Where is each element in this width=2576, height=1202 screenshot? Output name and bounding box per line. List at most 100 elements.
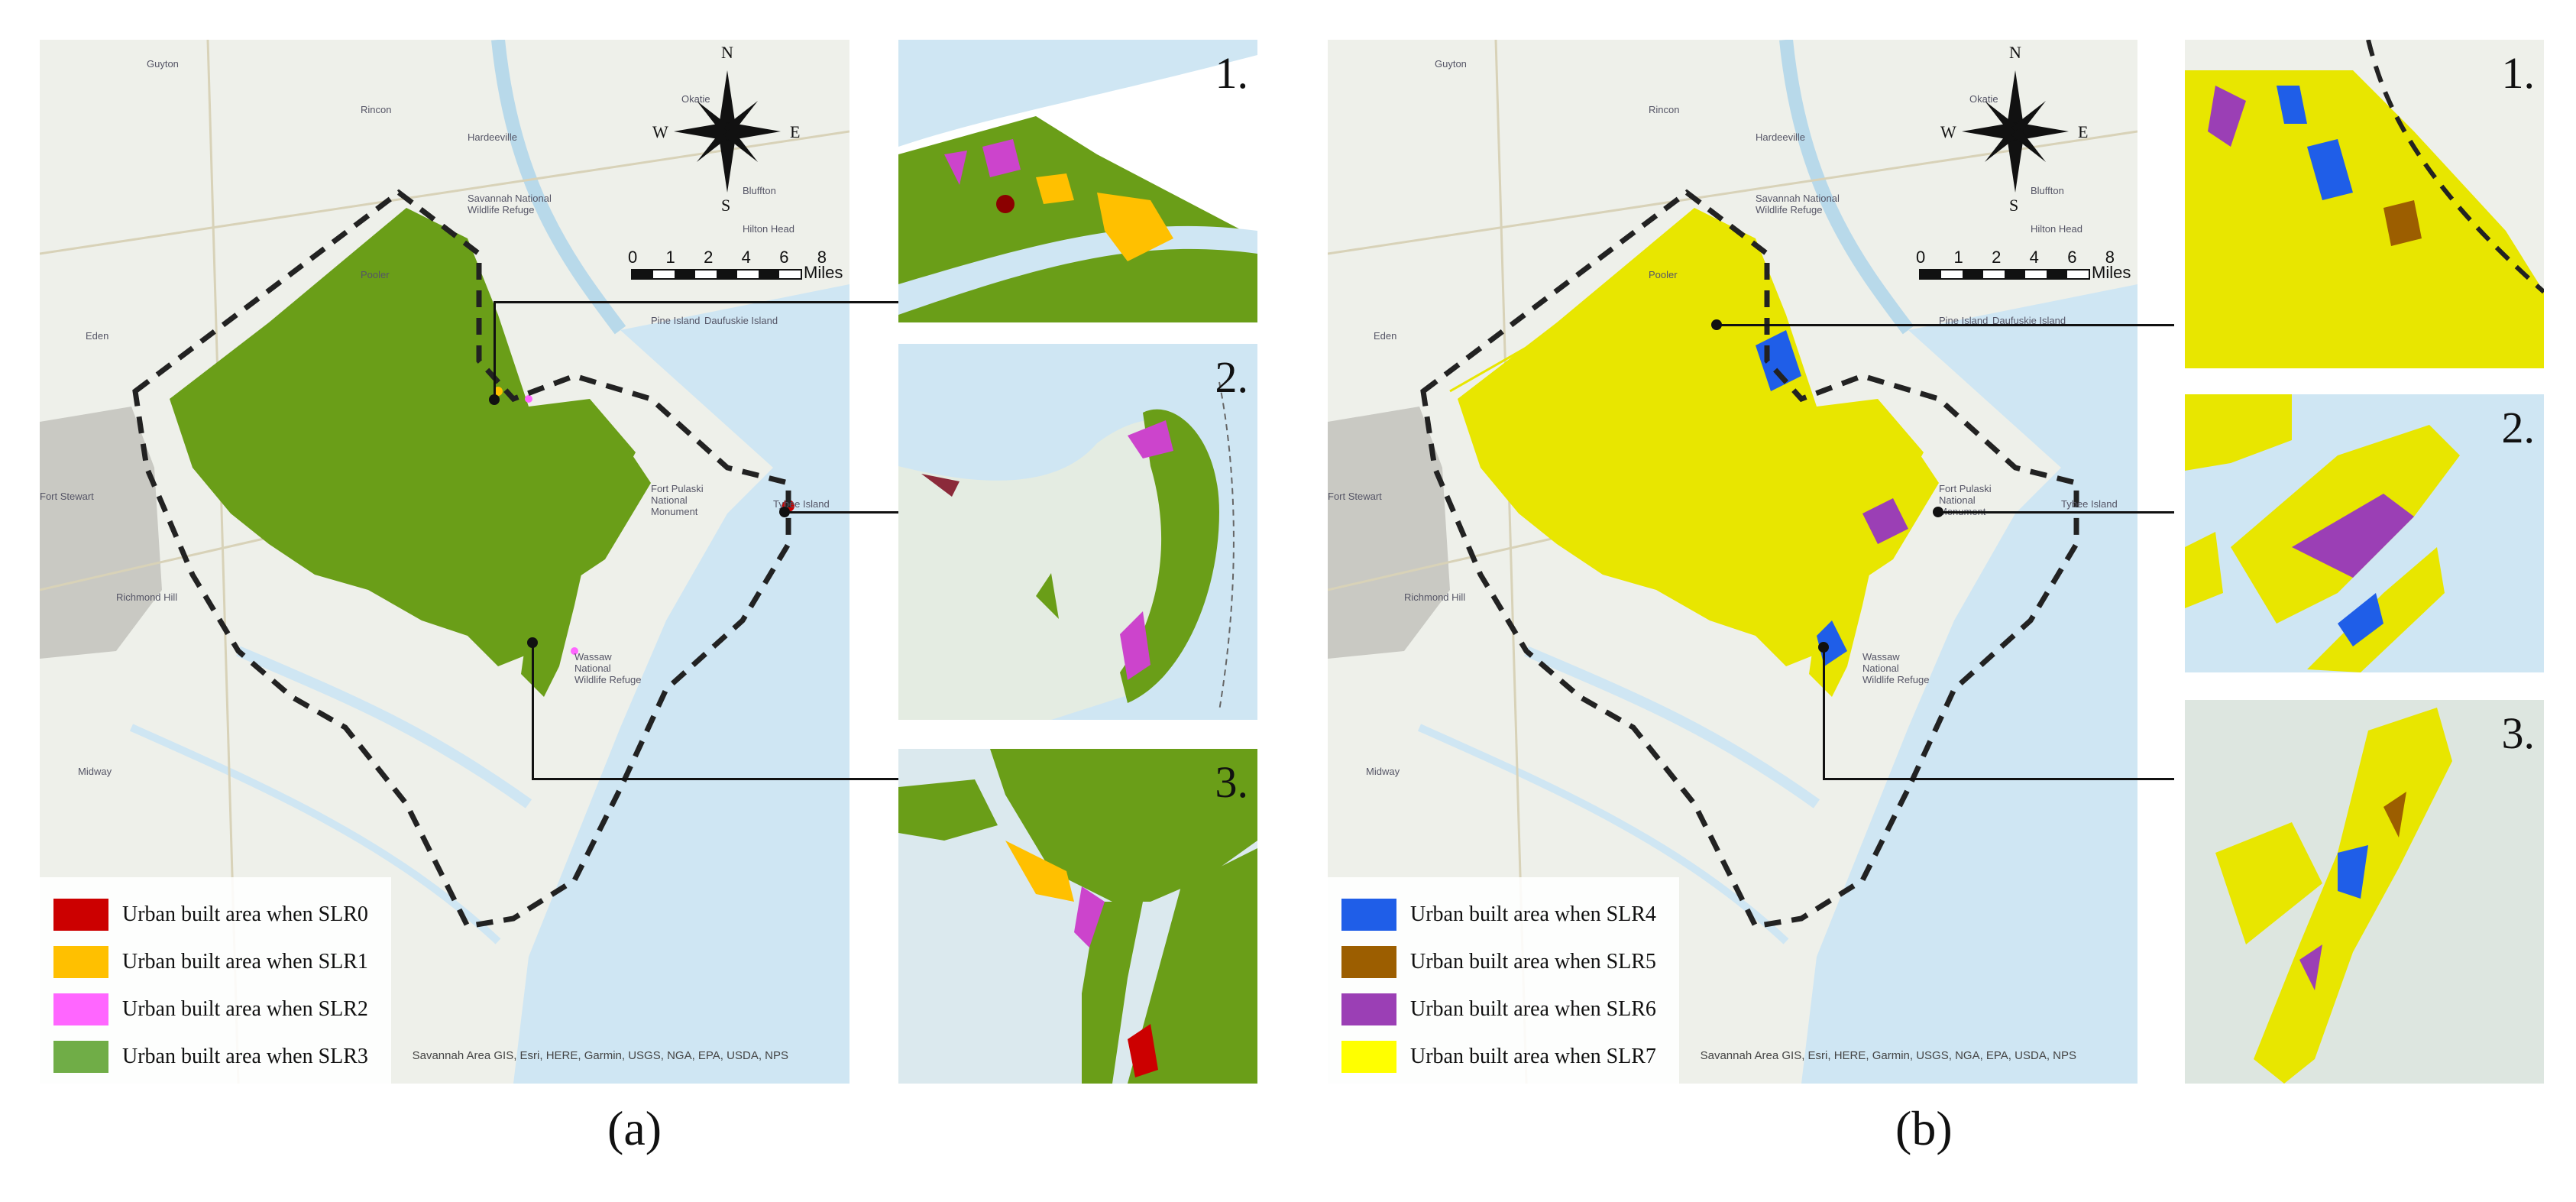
compass-n-label: N	[2009, 43, 2021, 62]
inset-b-2: 2.	[2185, 394, 2544, 672]
panel-caption-a: (a)	[607, 1101, 662, 1155]
inset-map	[2185, 40, 2544, 368]
legend-label: Urban built area when SLR3	[122, 1045, 368, 1068]
legend-item: Urban built area when SLR3	[53, 1033, 391, 1081]
place-label: Richmond Hill	[116, 591, 178, 603]
place-label: Hilton Head	[743, 223, 794, 235]
place-label: Tybee Island	[2061, 498, 2118, 510]
inset-map	[2185, 700, 2544, 1084]
legend-swatch	[53, 993, 108, 1025]
legend-item: Urban built area when SLR1	[53, 938, 391, 986]
scale-bar: 0 1 2 4 6 8 Miles	[628, 248, 849, 286]
place-label: Hardeeville	[1756, 131, 1806, 143]
place-label: Hilton Head	[2031, 223, 2082, 235]
place-label: Pooler	[361, 269, 390, 280]
legend-swatch	[1341, 946, 1396, 978]
inset-number: 2.	[2501, 403, 2536, 452]
inset-a-2: 2.	[898, 344, 1257, 720]
inset-map	[898, 344, 1257, 720]
place-label: Rincon	[361, 104, 392, 115]
legend-item: Urban built area when SLR0	[53, 891, 391, 938]
inset-a-1: 1.	[898, 40, 1257, 322]
place-label: Pine Island	[1939, 315, 1989, 326]
compass-n-label: N	[721, 43, 733, 62]
place-label: Guyton	[1435, 58, 1467, 70]
leader-line-2	[784, 511, 898, 514]
panel-b: N S W E 0 1 2 4 6 8 Miles Urban built ar…	[1288, 0, 2576, 1202]
place-label: Eden	[86, 330, 109, 342]
compass-s-label: S	[2009, 196, 2019, 215]
scale-tick: 1	[1953, 248, 1963, 267]
place-label: Okatie	[1969, 93, 1998, 105]
inset-map	[2185, 394, 2544, 672]
legend-a: Urban built area when SLR0 Urban built a…	[40, 877, 391, 1084]
leader-dot-3	[1818, 642, 1829, 653]
leader-line-1	[494, 301, 496, 399]
place-label: Okatie	[681, 93, 710, 105]
legend-label: Urban built area when SLR2	[122, 997, 368, 1021]
legend-swatch	[53, 946, 108, 978]
inset-number: 3.	[2501, 708, 2536, 758]
place-label: Fort Stewart	[40, 491, 94, 502]
compass-w-label: W	[652, 122, 668, 141]
compass-s-label: S	[721, 196, 731, 215]
place-label: Midway	[78, 766, 112, 777]
place-label: Fort Stewart	[1328, 491, 1382, 502]
legend-item: Urban built area when SLR7	[1341, 1033, 1679, 1081]
inset-number: 2.	[1215, 352, 1249, 402]
legend-swatch	[53, 899, 108, 931]
inset-a-3: 3.	[898, 749, 1257, 1084]
legend-item: Urban built area when SLR4	[1341, 891, 1679, 938]
leader-dot-1	[1711, 319, 1722, 330]
legend-label: Urban built area when SLR0	[122, 902, 368, 926]
north-arrow: N S W E	[1940, 43, 2088, 215]
leader-line-3	[532, 778, 898, 780]
leader-line-3	[532, 642, 534, 779]
place-label: Rincon	[1649, 104, 1680, 115]
place-label: Wassaw National Wildlife Refuge	[1862, 651, 1930, 685]
place-label: Savannah National Wildlife Refuge	[468, 193, 552, 215]
legend-item: Urban built area when SLR2	[53, 986, 391, 1033]
leader-dot-3	[527, 637, 538, 648]
scale-tick: 1	[665, 248, 675, 267]
scale-tick: 6	[2067, 248, 2077, 267]
scale-tick: 8	[2105, 248, 2115, 267]
map-attribution: Savannah Area GIS, Esri, HERE, Garmin, U…	[412, 1049, 788, 1062]
scale-tick: 6	[779, 248, 789, 267]
inset-b-3: 3.	[2185, 700, 2544, 1084]
leader-dot-1	[489, 394, 500, 405]
inset-number: 1.	[2501, 48, 2536, 98]
legend-label: Urban built area when SLR5	[1410, 950, 1656, 974]
leader-line-1	[494, 301, 898, 303]
place-label: Savannah National Wildlife Refuge	[1756, 193, 1840, 215]
place-label: Daufuskie Island	[704, 315, 778, 326]
place-label: Daufuskie Island	[1992, 315, 2066, 326]
place-label: Richmond Hill	[1404, 591, 1466, 603]
place-label: Bluffton	[743, 185, 776, 196]
legend-label: Urban built area when SLR1	[122, 950, 368, 974]
inset-number: 1.	[1215, 48, 1249, 98]
scale-tick: 8	[817, 248, 827, 267]
scale-tick: 4	[2029, 248, 2039, 267]
legend-swatch	[1341, 1041, 1396, 1073]
legend-swatch	[1341, 993, 1396, 1025]
scale-tick: 2	[704, 248, 714, 267]
place-label: Bluffton	[2031, 185, 2064, 196]
legend-item: Urban built area when SLR6	[1341, 986, 1679, 1033]
compass-w-label: W	[1940, 122, 1956, 141]
leader-dot-2	[779, 507, 790, 517]
map-b-canvas	[1328, 40, 2137, 1084]
place-label: Hardeeville	[468, 131, 518, 143]
leader-line-2	[1937, 511, 2174, 514]
legend-item: Urban built area when SLR5	[1341, 938, 1679, 986]
main-map-b: N S W E 0 1 2 4 6 8 Miles Urban built ar…	[1328, 40, 2137, 1084]
place-label: Pine Island	[651, 315, 701, 326]
inset-map	[898, 40, 1257, 322]
map-attribution: Savannah Area GIS, Esri, HERE, Garmin, U…	[1700, 1049, 2076, 1062]
scale-tick: 0	[1916, 248, 1926, 267]
panel-a: N S W E 0 1 2 4 6 8 Miles Urban built ar…	[40, 40, 1257, 1155]
place-label: Eden	[1374, 330, 1397, 342]
legend-label: Urban built area when SLR6	[1410, 997, 1656, 1021]
place-label: Pooler	[1649, 269, 1678, 280]
scale-tick: 0	[628, 248, 638, 267]
